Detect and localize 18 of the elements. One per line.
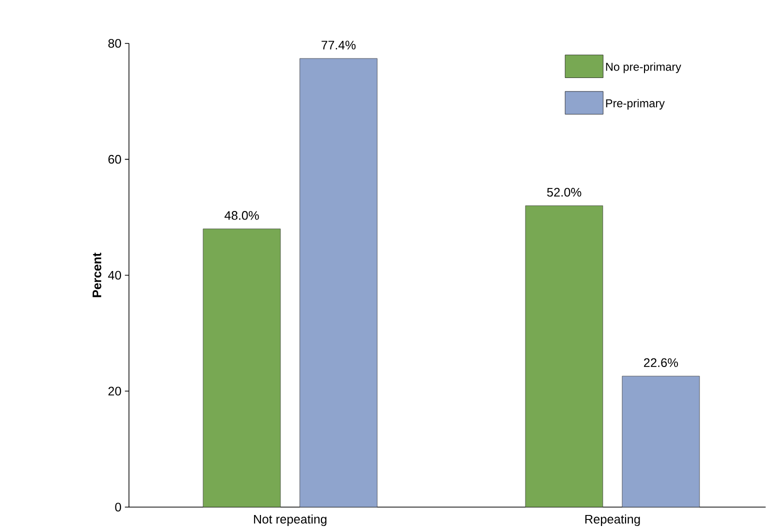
legend-label: Pre-primary — [606, 98, 665, 110]
y-tick-label: 0 — [115, 502, 122, 512]
x-tick-label: Not repeating — [254, 514, 326, 526]
legend-label: No pre-primary — [606, 62, 682, 73]
data-label: 77.4% — [322, 40, 356, 50]
data-label: 48.0% — [224, 210, 259, 220]
bar — [300, 58, 378, 508]
y-tick-label: 20 — [108, 386, 122, 396]
bar — [525, 205, 604, 508]
y-tick-label: 40 — [108, 270, 122, 280]
bar — [202, 228, 281, 508]
y-tick-label: 60 — [108, 154, 122, 164]
data-label: 22.6% — [644, 358, 678, 367]
data-label: 52.0% — [547, 188, 582, 197]
y-axis-title: Percent — [92, 252, 102, 297]
bar — [622, 376, 700, 508]
x-tick-label: Repeating — [585, 514, 640, 526]
y-tick-label: 80 — [108, 38, 122, 48]
